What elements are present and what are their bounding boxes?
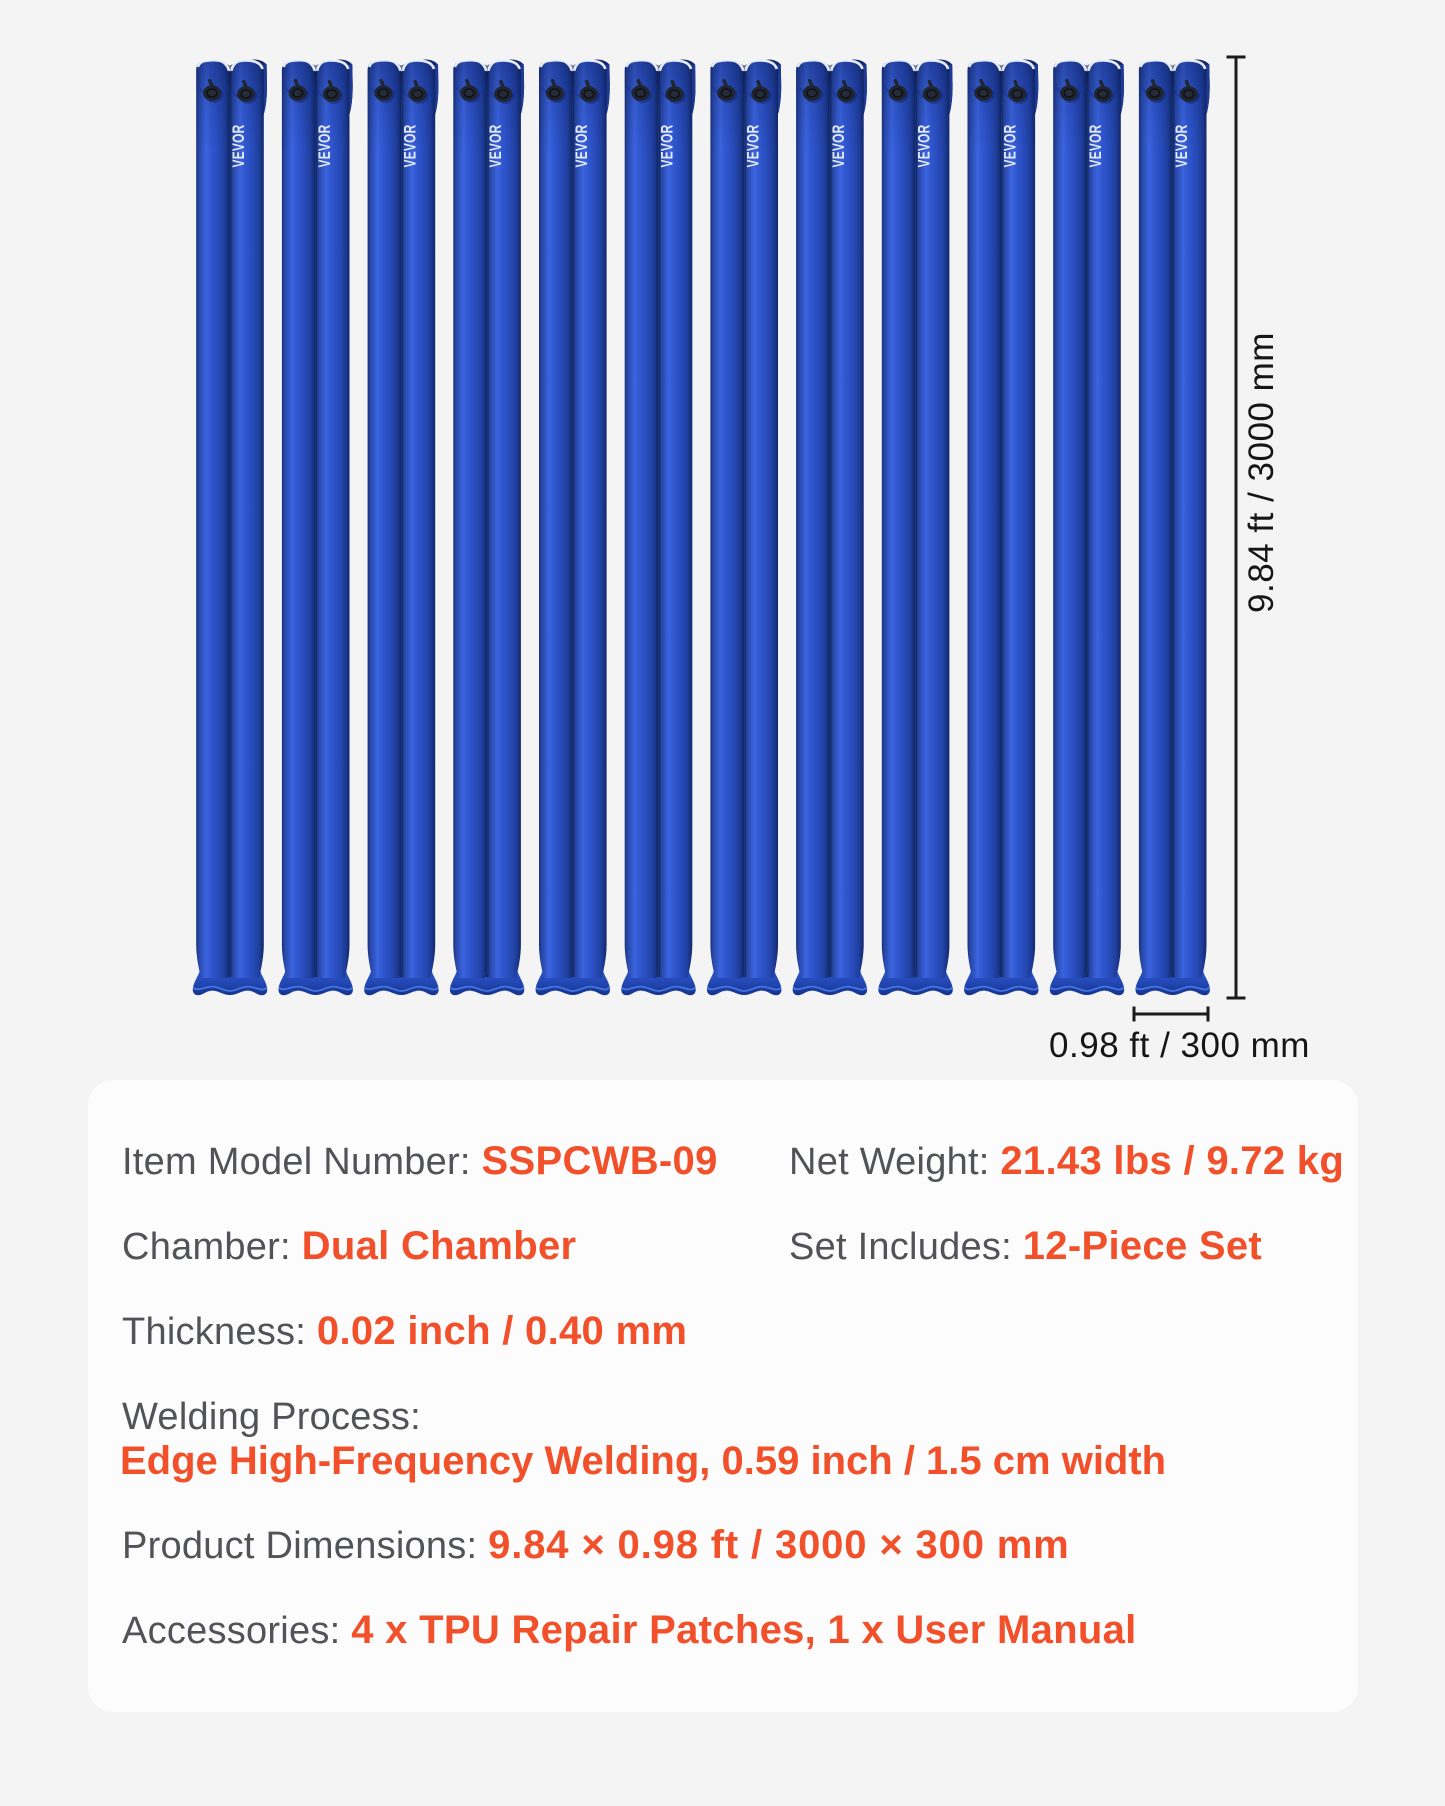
svg-text:0.98 ft / 300 mm: 0.98 ft / 300 mm xyxy=(1049,1026,1310,1065)
svg-text:9.84 ft / 3000 mm: 9.84 ft / 3000 mm xyxy=(1242,332,1281,613)
